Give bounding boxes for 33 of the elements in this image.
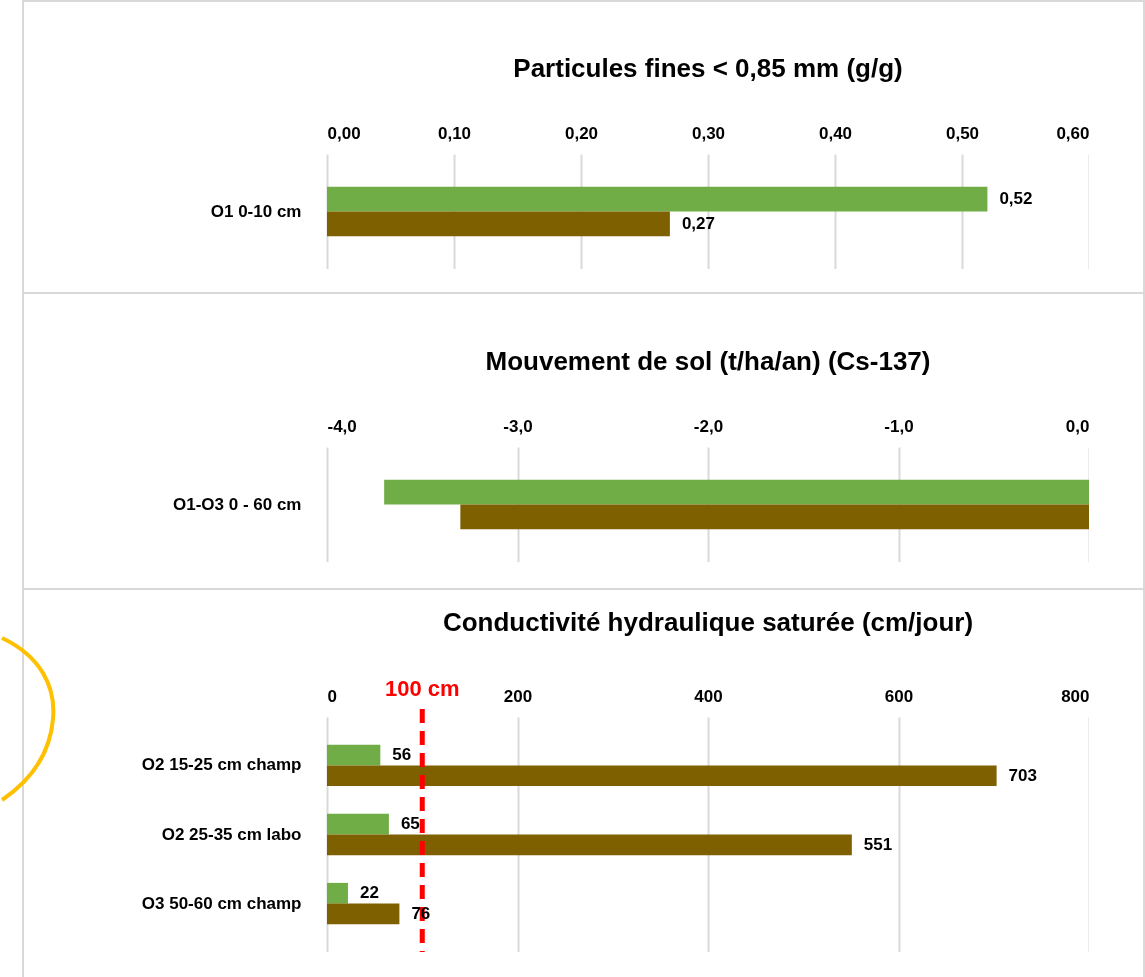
x-tick-label: 0,30 (691, 123, 726, 143)
ref-line-label: 100 cm (384, 676, 460, 701)
y-tick-label: O1-O3 0 - 60 cm (172, 494, 302, 514)
y-tick-label: O2 25-35 cm labo (161, 824, 302, 844)
x-tick-label: -3,0 (503, 416, 533, 436)
x-tick-label: -1,0 (884, 416, 914, 436)
x-tick-label: 600 (884, 686, 914, 706)
x-tick-label: 0,0 (1065, 416, 1090, 436)
data-label: 551 (863, 834, 893, 854)
data-label: 0,27 (681, 213, 715, 233)
data-label: 22 (359, 883, 379, 903)
x-tick-label: -4,0 (327, 416, 357, 436)
data-label: 56 (392, 745, 412, 765)
y-tick-label: O3 50-60 cm champ (141, 893, 302, 913)
data-label: 0,52 (999, 189, 1033, 209)
x-tick-label: 0,60 (1056, 123, 1090, 143)
x-tick-label: 0,00 (327, 123, 361, 143)
data-label: 703 (1008, 765, 1037, 785)
x-tick-label: 800 (1061, 686, 1090, 706)
chart-title: Conductivité hydraulique saturée (cm/jour) (442, 607, 974, 637)
x-tick-label: 0,10 (437, 123, 472, 143)
x-tick-label: 0,40 (818, 123, 853, 143)
x-tick-label: -2,0 (693, 416, 724, 436)
x-tick-label: 0 (327, 686, 337, 706)
y-tick-label: O1 0-10 cm (210, 201, 302, 221)
chart-title: Mouvement de sol (t/ha/an) (Cs-137) (485, 346, 931, 376)
x-tick-label: 0,50 (945, 123, 980, 143)
y-tick-label: O2 15-25 cm champ (141, 755, 302, 775)
data-label: 65 (400, 814, 420, 834)
x-tick-label: 0,20 (564, 123, 599, 143)
chart-title: Particules fines < 0,85 mm (g/g) (513, 53, 903, 83)
x-tick-label: 400 (694, 686, 723, 706)
x-tick-label: 200 (503, 686, 533, 706)
